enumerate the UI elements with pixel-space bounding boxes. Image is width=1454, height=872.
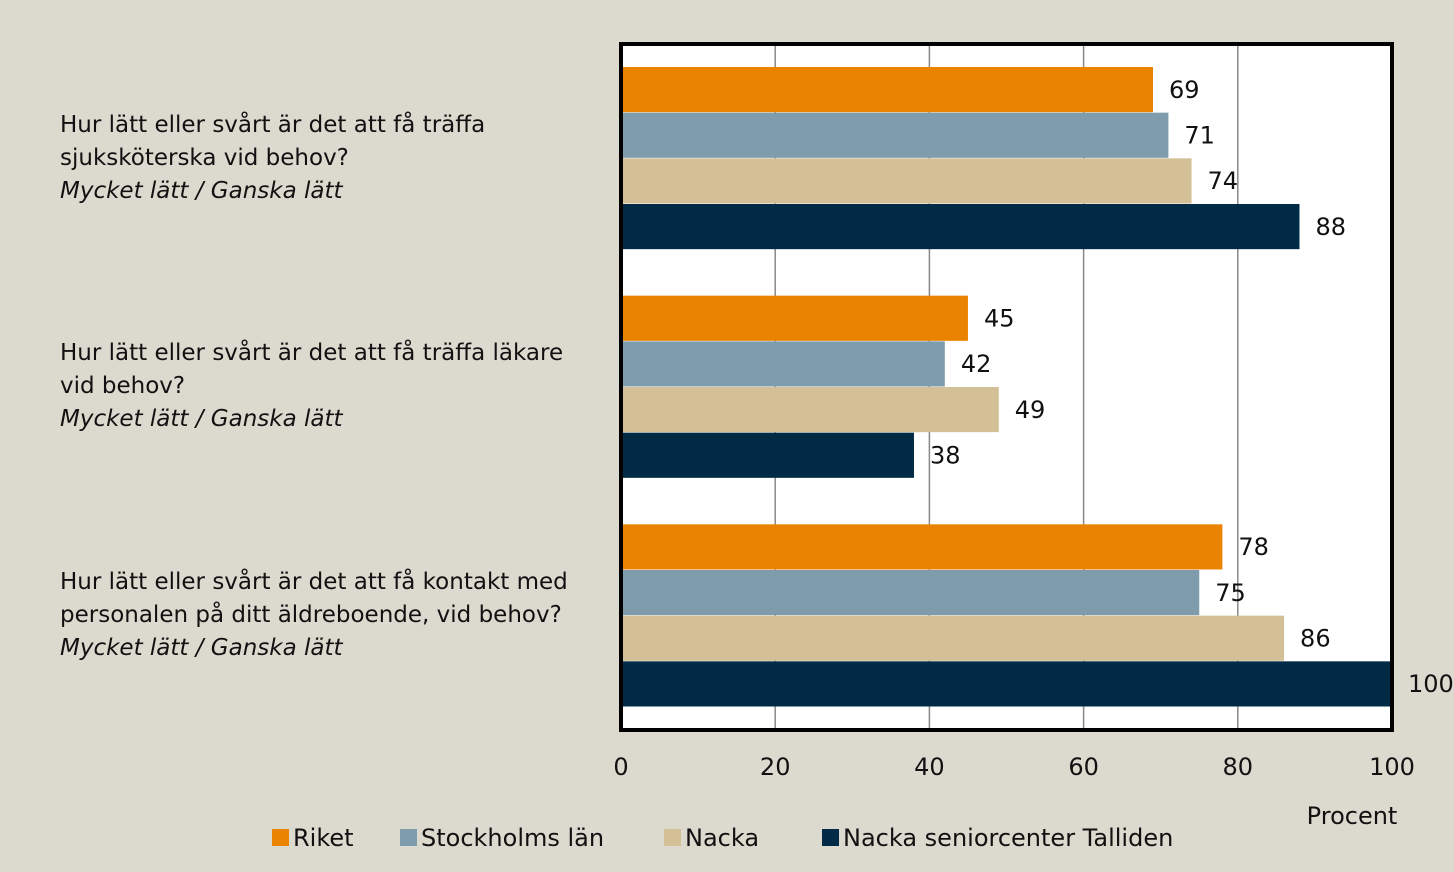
x-tick-label: 80 xyxy=(1223,753,1254,781)
category-note: Mycket lätt / Ganska lätt xyxy=(60,634,343,661)
value-label: 74 xyxy=(1208,167,1239,195)
legend-swatch xyxy=(400,829,417,846)
category-text: Hur lätt eller svårt är det att få träff… xyxy=(60,111,486,171)
value-label: 42 xyxy=(961,350,992,378)
bar xyxy=(621,67,1153,113)
category-label: Hur lätt eller svårt är det att få konta… xyxy=(60,501,590,729)
category-label: Hur lätt eller svårt är det att få träff… xyxy=(60,44,590,272)
category-text: Hur lätt eller svårt är det att få konta… xyxy=(60,568,568,628)
x-tick-label: 0 xyxy=(613,753,628,781)
legend-label: Riket xyxy=(293,824,354,852)
x-axis-label: Procent xyxy=(1307,802,1398,830)
bar xyxy=(621,341,945,387)
value-label: 71 xyxy=(1184,122,1215,150)
legend-label: Stockholms län xyxy=(421,824,604,852)
bar xyxy=(621,570,1200,616)
bar xyxy=(621,158,1192,204)
bar xyxy=(621,387,999,433)
bar xyxy=(621,615,1285,661)
legend-swatch xyxy=(664,829,681,846)
value-label: 69 xyxy=(1169,76,1200,104)
x-tick-label: 60 xyxy=(1068,753,1099,781)
x-tick-label: 100 xyxy=(1369,753,1415,781)
value-label: 78 xyxy=(1238,533,1269,561)
category-note: Mycket lätt / Ganska lätt xyxy=(60,406,343,433)
x-tick-label: 20 xyxy=(760,753,791,781)
value-label: 75 xyxy=(1215,579,1246,607)
value-label: 88 xyxy=(1315,213,1346,241)
value-label: 49 xyxy=(1015,396,1046,424)
bar xyxy=(621,112,1169,158)
plot-border xyxy=(619,42,1394,732)
bar xyxy=(621,295,968,341)
bar xyxy=(621,661,1392,707)
category-note: Mycket lätt / Ganska lätt xyxy=(60,177,343,204)
x-tick-label: 40 xyxy=(914,753,945,781)
legend-swatch xyxy=(272,829,289,846)
category-text: Hur lätt eller svårt är det att få träff… xyxy=(60,340,564,400)
legend-label: Nacka xyxy=(685,824,759,852)
bar xyxy=(621,524,1223,570)
category-label: Hur lätt eller svårt är det att få träff… xyxy=(60,273,590,501)
bar xyxy=(621,204,1300,250)
value-label: 100 xyxy=(1408,670,1454,698)
legend-swatch xyxy=(822,829,839,846)
legend-label: Nacka seniorcenter Talliden xyxy=(843,824,1173,852)
value-label: 38 xyxy=(930,442,961,470)
value-label: 45 xyxy=(984,305,1015,333)
bar xyxy=(621,432,914,478)
value-label: 86 xyxy=(1300,625,1331,653)
